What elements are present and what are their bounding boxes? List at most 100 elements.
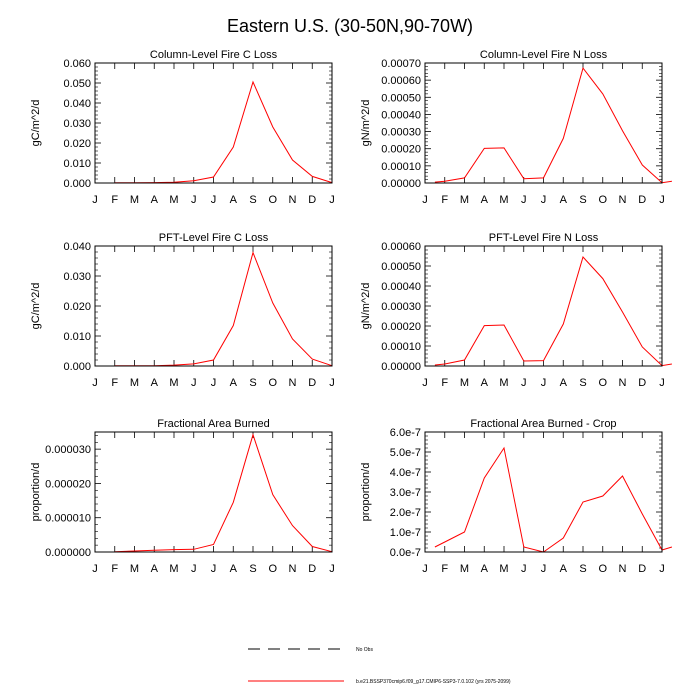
series-line	[434, 256, 672, 367]
x-tick-label: O	[598, 377, 607, 389]
x-tick-label: N	[619, 563, 627, 575]
chart-title: Fractional Area Burned - Crop	[470, 418, 616, 430]
y-tick-label: 0.020	[63, 138, 91, 150]
y-tick-label: 1.0e-7	[390, 527, 421, 539]
y-tick-label: 4.0e-7	[390, 467, 421, 479]
x-tick-label: F	[441, 563, 448, 575]
y-tick-label: 6.0e-7	[390, 427, 421, 439]
y-tick-label: 0.000020	[45, 478, 91, 490]
y-tick-label: 0.00030	[381, 127, 421, 139]
plot-frame	[94, 431, 333, 553]
x-tick-label: F	[111, 563, 118, 575]
y-axis-label: gC/m^2/d	[30, 100, 42, 147]
y-axis-label: gN/m^2/d	[360, 283, 372, 330]
y-tick-label: 0.00000	[381, 178, 421, 190]
x-tick-label: J	[521, 377, 527, 389]
x-tick-label: M	[499, 563, 508, 575]
plot-frame	[424, 245, 663, 367]
x-tick-label: S	[579, 377, 586, 389]
y-tick-label: 0.00070	[381, 58, 421, 70]
x-tick-label: M	[460, 563, 469, 575]
y-tick-label: 0.00000	[381, 361, 421, 373]
x-tick-label: F	[441, 194, 448, 206]
y-axis-label: proportion/d	[360, 463, 372, 522]
chart-fractional-area-burned-crop: Fractional Area Burned - Crop proportion/…	[360, 418, 673, 575]
x-tick-label: J	[422, 194, 428, 206]
x-tick-label: J	[92, 194, 98, 206]
x-tick-label: O	[598, 563, 607, 575]
y-tick-label: 0.00040	[381, 281, 421, 293]
plot-frame	[94, 62, 333, 184]
x-tick-label: O	[268, 377, 277, 389]
y-axis-label: proportion/d	[30, 463, 42, 522]
y-tick-label: 0.000010	[45, 513, 91, 525]
x-tick-label: A	[151, 563, 159, 575]
x-tick-label: J	[541, 194, 547, 206]
y-tick-label: 0.00060	[381, 75, 421, 87]
y-tick-label: 0.000030	[45, 444, 91, 456]
x-tick-label: D	[638, 377, 646, 389]
series-line	[114, 251, 333, 367]
y-tick-label: 0.020	[63, 301, 91, 313]
y-tick-label: 5.0e-7	[390, 447, 421, 459]
y-tick-label: 0.00050	[381, 261, 421, 273]
chart-title: PFT-Level Fire N Loss	[489, 232, 599, 244]
x-tick-label: J	[211, 563, 217, 575]
y-tick-label: 0.040	[63, 241, 91, 253]
x-tick-label: J	[541, 563, 547, 575]
x-tick-label: S	[579, 563, 586, 575]
y-tick-label: 0.040	[63, 98, 91, 110]
x-tick-label: J	[659, 377, 665, 389]
x-tick-label: J	[92, 563, 98, 575]
x-tick-label: A	[560, 194, 568, 206]
x-tick-label: N	[289, 563, 297, 575]
x-tick-label: A	[151, 377, 159, 389]
x-tick-label: J	[329, 194, 335, 206]
figure-title: Eastern U.S. (30-50N,90-70W)	[227, 16, 473, 36]
x-tick-label: A	[481, 377, 489, 389]
x-tick-label: A	[230, 377, 238, 389]
x-tick-label: J	[191, 377, 197, 389]
x-tick-label: D	[308, 377, 316, 389]
y-tick-label: 0.030	[63, 271, 91, 283]
x-tick-label: J	[521, 194, 527, 206]
x-tick-label: A	[481, 563, 489, 575]
x-tick-label: M	[169, 194, 178, 206]
x-tick-label: M	[460, 377, 469, 389]
x-tick-label: M	[499, 377, 508, 389]
x-tick-label: M	[169, 377, 178, 389]
y-tick-label: 0.00040	[381, 109, 421, 121]
x-tick-label: A	[560, 377, 568, 389]
x-tick-label: J	[92, 377, 98, 389]
x-tick-label: S	[249, 377, 256, 389]
x-tick-label: A	[481, 194, 489, 206]
y-tick-label: 0.010	[63, 331, 91, 343]
x-tick-label: M	[169, 563, 178, 575]
x-tick-label: A	[230, 194, 238, 206]
x-tick-label: N	[289, 194, 297, 206]
y-tick-label: 0.000000	[45, 547, 91, 559]
x-tick-label: M	[460, 194, 469, 206]
x-tick-label: J	[659, 563, 665, 575]
x-tick-label: J	[521, 563, 527, 575]
chart-title: Fractional Area Burned	[157, 418, 270, 430]
x-tick-label: J	[191, 563, 197, 575]
y-axis-label: gN/m^2/d	[360, 100, 372, 147]
x-tick-label: J	[659, 194, 665, 206]
x-tick-label: D	[308, 563, 316, 575]
x-tick-label: J	[329, 563, 335, 575]
chart-title: Column-Level Fire N Loss	[480, 49, 608, 61]
series-line	[114, 80, 333, 184]
legend: No Obs b.e21.BSSP370cmip6.f09_g17.CMIP6-…	[248, 647, 511, 685]
x-tick-label: A	[560, 563, 568, 575]
y-tick-label: 0.0e-7	[390, 547, 421, 559]
x-tick-label: M	[130, 563, 139, 575]
y-tick-label: 0.050	[63, 78, 91, 90]
series-line	[114, 433, 333, 553]
